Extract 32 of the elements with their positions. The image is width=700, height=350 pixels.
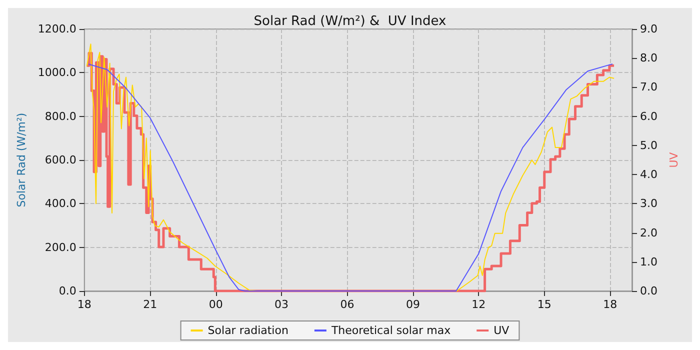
y2-tick-label: 3.0 [640, 197, 658, 210]
legend-label: Solar radiation [208, 324, 288, 337]
y2-tick-label: 0.0 [640, 284, 658, 298]
legend-label: Theoretical solar max [330, 324, 452, 337]
y2-tick-label: 1.0 [640, 255, 658, 268]
y-tick-label: 1200.0 [38, 22, 76, 36]
y-tick-label: 0.0 [58, 284, 76, 298]
x-tick-label: 09 [406, 298, 420, 311]
y-tick-label: 800.0 [44, 110, 76, 123]
y2-axis-title: UV [667, 152, 680, 168]
legend-label: UV [494, 324, 510, 337]
y-tick-label: 200.0 [44, 240, 76, 254]
y2-tick-label: 5.0 [640, 138, 658, 152]
x-tick-label: 21 [143, 298, 158, 311]
y2-tick-label: 4.0 [640, 168, 658, 182]
x-tick-label: 00 [208, 298, 223, 311]
y2-tick-label: 8.0 [640, 52, 658, 65]
y2-tick-label: 6.0 [640, 110, 658, 123]
y2-tick-label: 7.0 [640, 80, 658, 94]
x-tick-label: 06 [340, 298, 354, 311]
x-tick-label: 12 [472, 298, 486, 311]
y-tick-label: 600.0 [44, 154, 76, 166]
y-axis-title: Solar Rad (W/m²) [15, 112, 28, 208]
x-tick-label: 15 [537, 298, 552, 311]
x-tick-label: 03 [274, 298, 289, 311]
chart-title: Solar Rad (W/m²) & UV Index [254, 14, 447, 29]
y2-tick-label: 2.0 [640, 226, 658, 240]
x-tick-label: 18 [77, 298, 92, 311]
y2-tick-label: 9.0 [640, 22, 658, 36]
y-tick-label: 1000.0 [38, 66, 76, 80]
x-tick-label: 18 [603, 298, 618, 311]
y-tick-label: 400.0 [44, 197, 76, 210]
